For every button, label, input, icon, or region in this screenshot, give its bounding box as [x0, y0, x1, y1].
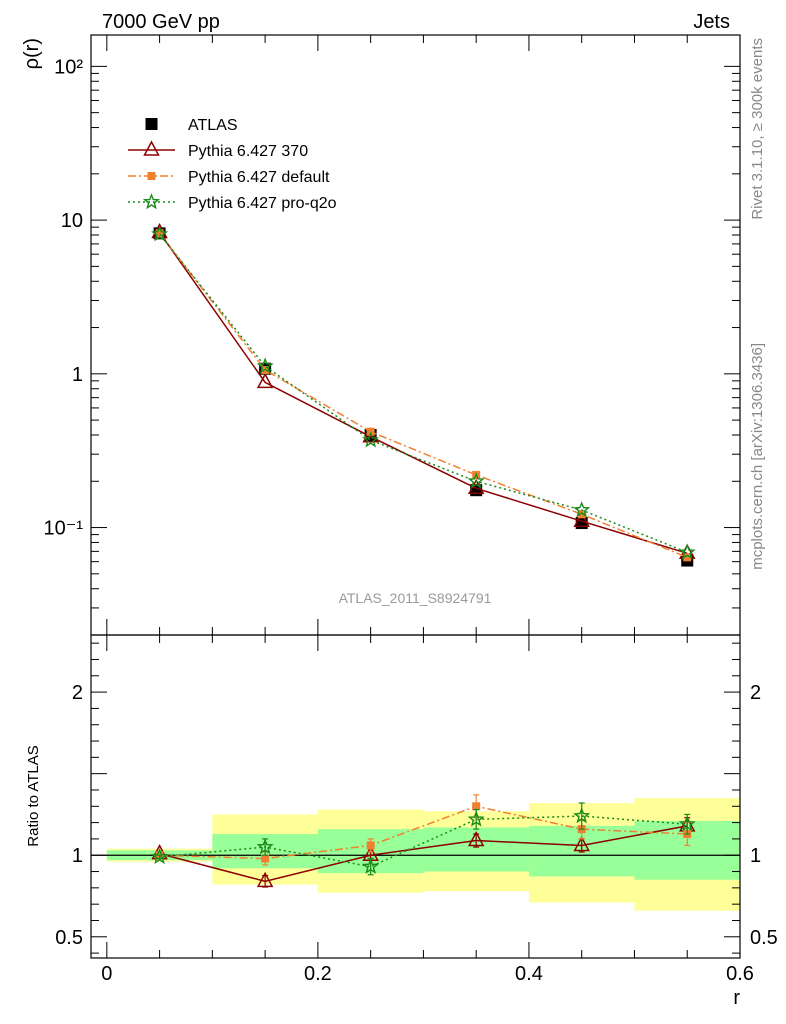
ratio-line-pythia-6-427-pro-q2o	[159, 815, 688, 868]
ratio-y-axis-label: Ratio to ATLAS	[25, 745, 42, 846]
ratio-point-pythia-6-427-370	[573, 835, 590, 852]
x-tick-label: 0	[101, 963, 112, 985]
ratio-y-tick-label: 1	[72, 845, 83, 867]
axes: 10⁻¹ 1 10 10² 0 0.2 0.4 0.6 0.5 0.5 1 1 2 2	[44, 34, 778, 985]
main-y-tick-label: 1	[72, 364, 83, 386]
ratio-panel-series	[151, 794, 696, 888]
ratio-point-pythia-6-427-pro-q2o	[151, 848, 169, 865]
ratio-point-pythia-6-427-default	[472, 802, 481, 811]
data-point-pythia-6-427-default	[683, 553, 692, 562]
data-point-pythia-6-427-370	[256, 372, 274, 389]
legend-marker	[143, 140, 160, 156]
header-left-label: 7000 GeV pp	[102, 11, 220, 33]
ratio-point-pythia-6-427-pro-q2o	[256, 838, 274, 855]
ratio-y-tick-label-right: 1	[750, 845, 761, 867]
ratio-uncertainty-bands	[106, 798, 740, 911]
legend-marker	[147, 172, 156, 180]
side-text-lower: mcplots.cern.ch [arXiv:1306.3436]	[749, 343, 766, 570]
legend-entry-label: ATLAS	[188, 117, 238, 134]
ratio-frame	[90, 634, 741, 959]
legend-marker	[142, 193, 161, 210]
main-y-tick-label: 10²	[54, 56, 83, 78]
ratio-point-pythia-6-427-370	[467, 830, 485, 847]
legend-entry-label: Pythia 6.427 370	[188, 143, 308, 160]
main-y-axis-label: ρ(r)	[21, 38, 43, 69]
ratio-point-pythia-6-427-default	[261, 854, 270, 863]
ratio-y-tick-label: 0.5	[55, 927, 83, 949]
x-axis-label: r	[733, 987, 740, 1009]
data-point-pythia-6-427-370	[573, 511, 590, 527]
data-point-pythia-6-427-pro-q2o	[256, 357, 274, 374]
series-line-pythia-6-427-370	[158, 232, 688, 555]
ratio-y-tick-label: 2	[72, 682, 83, 704]
legend-entry-label: Pythia 6.427 default	[188, 169, 330, 186]
data-point-pythia-6-427-pro-q2o	[678, 543, 696, 560]
legend-marker	[145, 118, 158, 130]
ratio-point-pythia-6-427-pro-q2o	[573, 807, 591, 824]
x-tick-label: 0.6	[726, 963, 754, 985]
data-point-pythia-6-427-default	[577, 510, 586, 519]
data-point-pythia-6-427-pro-q2o	[467, 472, 485, 489]
ratio-line-pythia-6-427-370	[159, 825, 688, 883]
ratio-point-pythia-6-427-pro-q2o	[467, 810, 485, 827]
series-line-pythia-6-427-pro-q2o	[159, 233, 688, 554]
ratio-y-tick-label-right: 2	[750, 682, 761, 704]
legend: ATLAS Pythia 6.427 370 Pythia 6.427 defaul…	[128, 117, 337, 212]
ratio-point-pythia-6-427-pro-q2o	[678, 815, 696, 832]
x-tick-label: 0.2	[304, 963, 332, 985]
ratio-point-pythia-6-427-default	[366, 841, 375, 850]
ratio-line-pythia-6-427-default	[159, 805, 688, 860]
legend-entry-label: Pythia 6.427 pro-q2o	[188, 195, 337, 212]
series-line-pythia-6-427-default	[158, 232, 688, 559]
ratio-point-pythia-6-427-370	[256, 871, 274, 888]
x-tick-label: 0.4	[515, 963, 543, 985]
data-point-pythia-6-427-pro-q2o	[151, 225, 169, 242]
data-point-pythia-6-427-default	[155, 229, 164, 238]
header-right-label: Jets	[693, 11, 730, 33]
main-y-tick-label: 10	[61, 210, 83, 232]
data-point-pythia-6-427-pro-q2o	[362, 431, 380, 448]
ratio-point-pythia-6-427-pro-q2o	[362, 857, 380, 874]
ratio-y-tick-label-right: 0.5	[750, 927, 778, 949]
data-point-pythia-6-427-pro-q2o	[573, 501, 591, 518]
main-y-tick-label: 10⁻¹	[44, 518, 84, 540]
main-panel-series	[151, 222, 696, 567]
watermark-label: ATLAS_2011_S8924791	[339, 590, 492, 606]
side-text-upper: Rivet 3.1.10, ≥ 300k events	[749, 38, 766, 220]
